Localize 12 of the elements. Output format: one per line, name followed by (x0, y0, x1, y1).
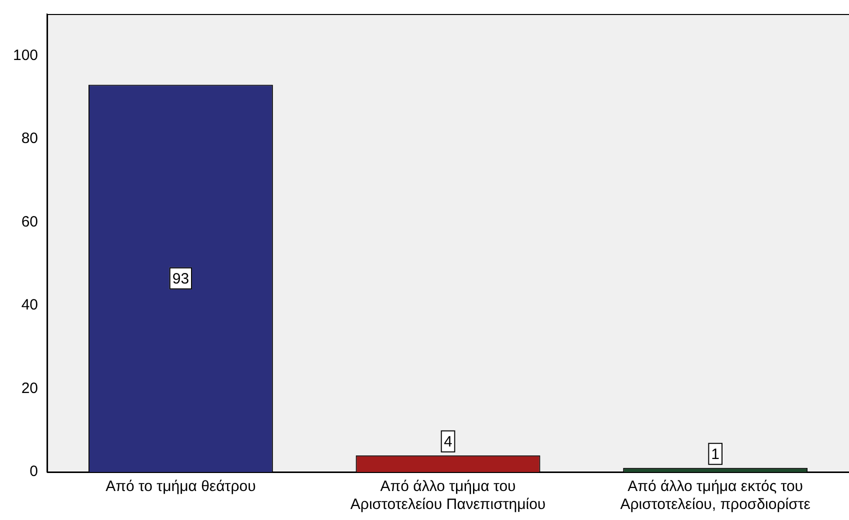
data-label: 1 (711, 446, 720, 463)
data-label: 93 (172, 270, 190, 288)
y-tick-label: 20 (21, 380, 38, 397)
y-tick-label: 60 (21, 213, 38, 230)
x-tick-label: Από άλλο τμήμα εκτός του Αριστοτελείου, προσδιορίστε (620, 478, 811, 514)
y-tick-label: 0 (30, 463, 38, 480)
y-tick-label: 80 (21, 130, 38, 148)
y-tick-label: 100 (12, 46, 38, 64)
data-label: 4 (444, 433, 452, 450)
x-tick-label: Από άλλο τμήμα του Αριστοτελείου Πανεπιστημίου (350, 478, 546, 514)
y-tick-label: 40 (21, 296, 38, 314)
x-tick-label: Από το τμήμα θεάτρου (106, 478, 256, 496)
